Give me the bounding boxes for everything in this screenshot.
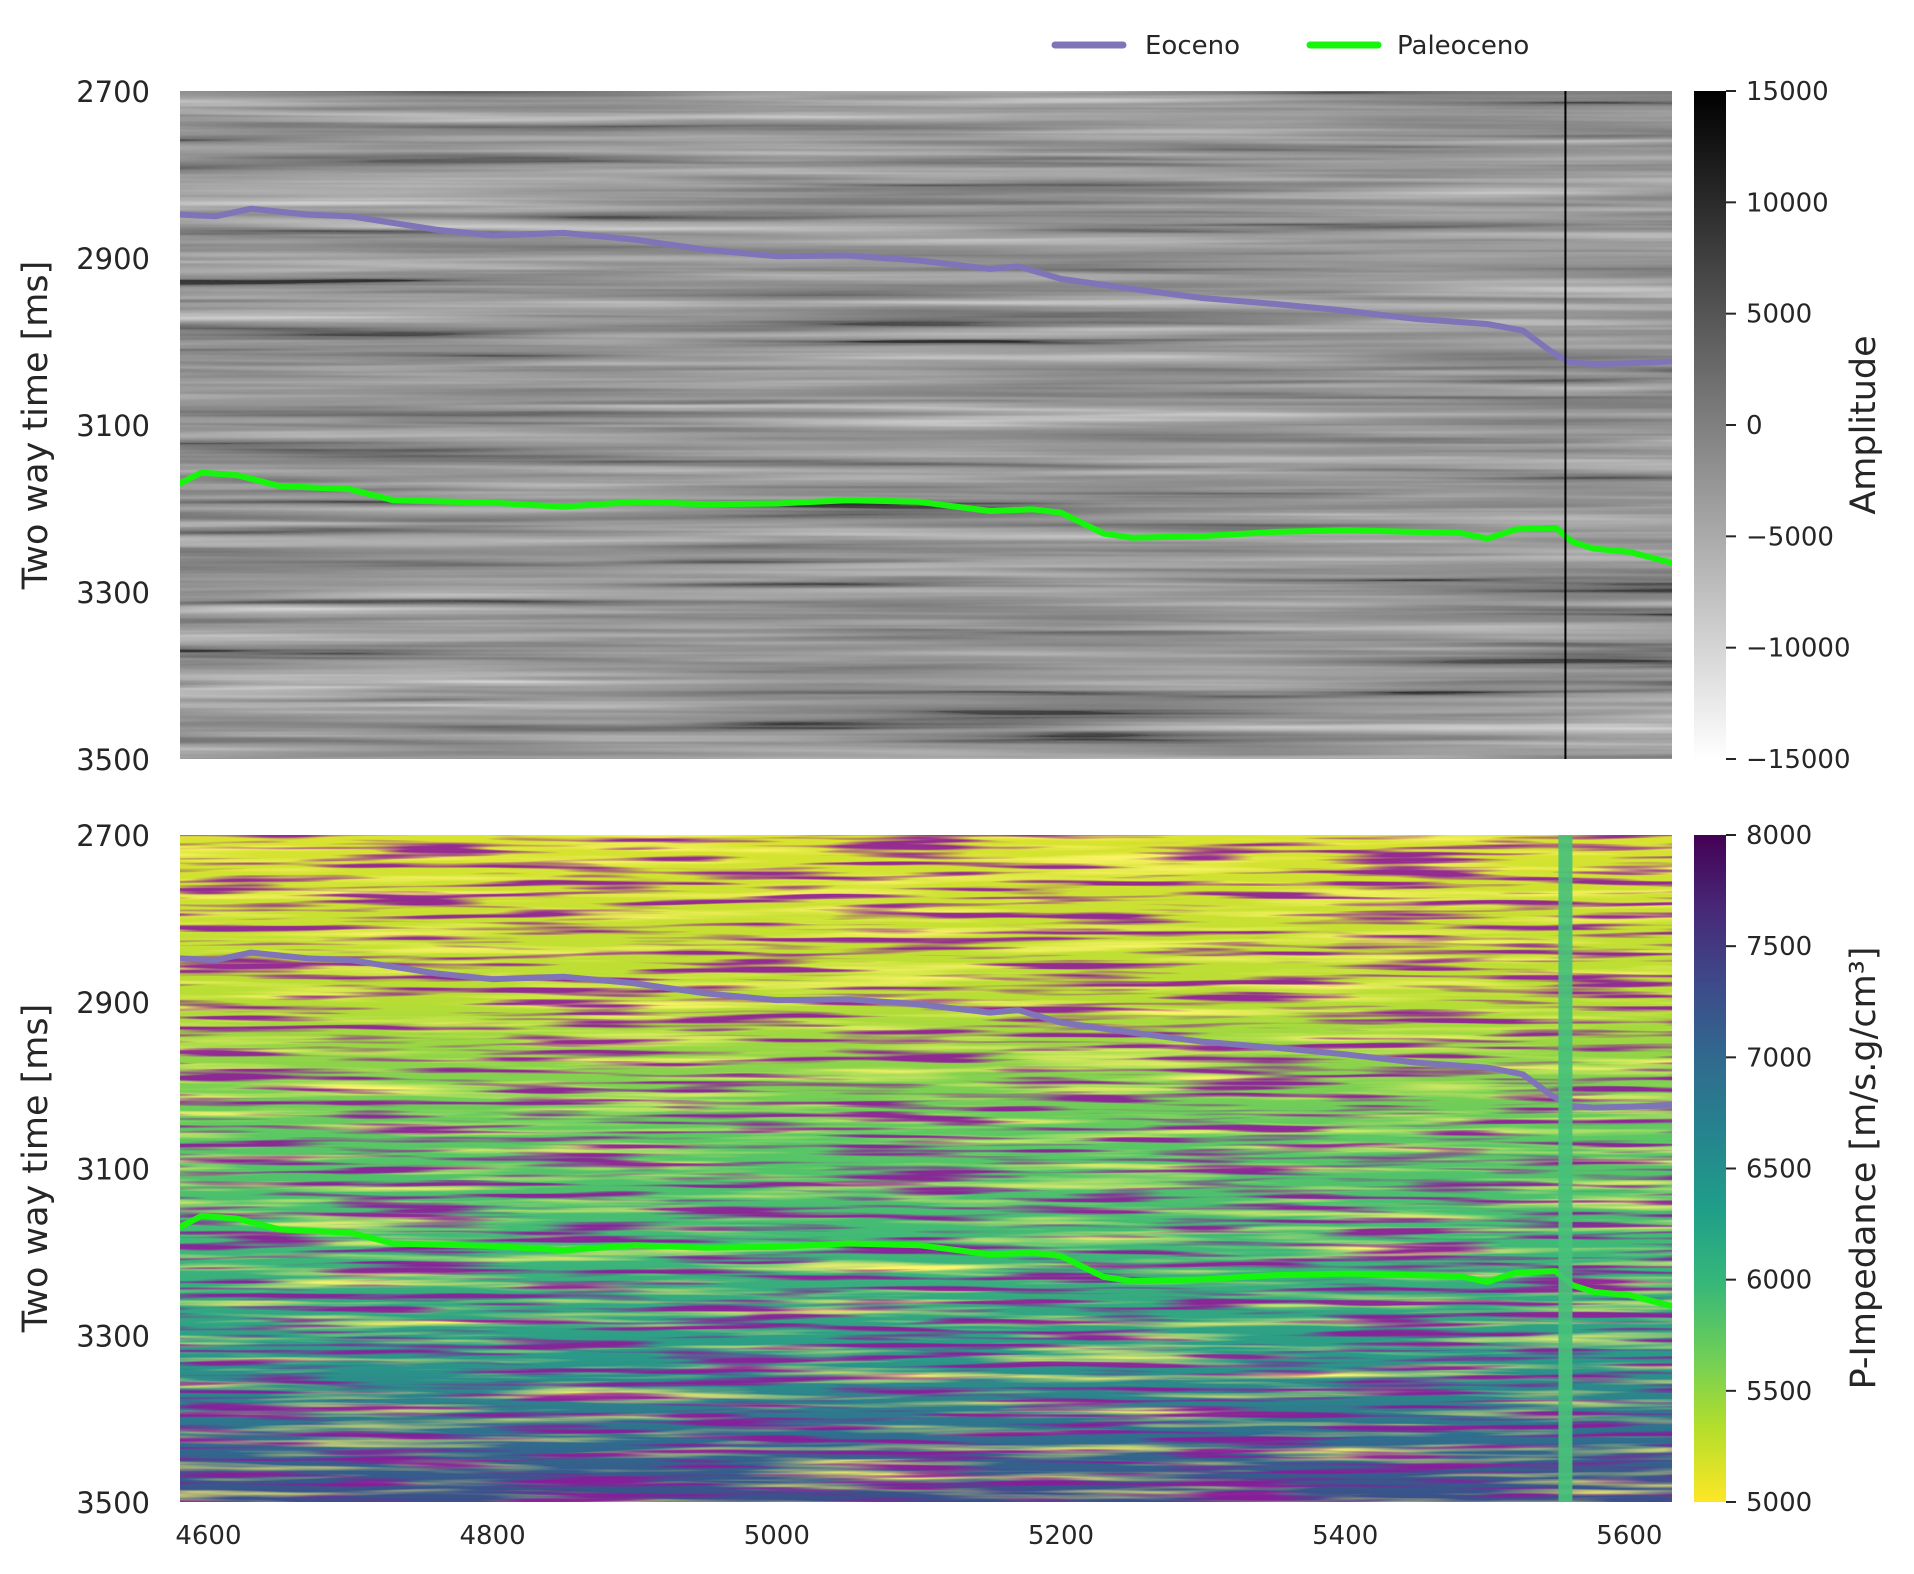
impedance-texture-dark bbox=[180, 835, 1672, 1502]
well-log-strip bbox=[1558, 835, 1573, 1502]
impedance-horizons bbox=[180, 949, 1672, 1310]
amplitude-colorbar-label: Amplitude bbox=[1844, 335, 1884, 514]
legend-label-paleoceno: Paleoceno bbox=[1397, 31, 1529, 61]
horizon-line-paleoceno bbox=[180, 469, 1672, 566]
y-tick-label: 3100 bbox=[76, 1153, 150, 1187]
colorbar-tick-label: 7500 bbox=[1746, 932, 1812, 962]
y-tick-label: 3500 bbox=[76, 743, 150, 777]
horizon-line-eoceno bbox=[180, 949, 1672, 1111]
x-tick-label: 5600 bbox=[1596, 1521, 1662, 1551]
colorbar-tick-label: 6500 bbox=[1746, 1155, 1812, 1185]
y-tick-label: 3100 bbox=[76, 409, 150, 443]
colorbar-tick-label: −5000 bbox=[1746, 522, 1834, 552]
colorbar-tick-label: 5000 bbox=[1746, 300, 1812, 330]
colorbar-tick-label: 0 bbox=[1746, 411, 1763, 441]
colorbar-tick-label: −15000 bbox=[1746, 745, 1851, 775]
seismic-panel: 2700 2900 3100 3300 3500 Two way time [ms] 1… bbox=[16, 75, 1884, 777]
horizon-line-eoceno bbox=[180, 205, 1672, 367]
colorbar-tick-label: 7000 bbox=[1746, 1043, 1812, 1073]
x-axis: 4600 4800 5000 5200 5400 5600 bbox=[175, 1521, 1662, 1551]
y-tick-label: 2700 bbox=[76, 75, 150, 109]
impedance-colorbar-bar bbox=[1694, 835, 1726, 1502]
x-tick-label: 5400 bbox=[1312, 1521, 1378, 1551]
x-tick-label: 4800 bbox=[460, 1521, 526, 1551]
colorbar-tick-label: 15000 bbox=[1746, 77, 1829, 107]
colorbar-tick-label: −10000 bbox=[1746, 634, 1851, 664]
legend-label-eoceno: Eoceno bbox=[1145, 31, 1240, 61]
impedance-colorbar-ticks: 8000 7500 7000 6500 6000 5500 5000 bbox=[1726, 821, 1812, 1518]
impedance-colorbar-label: P-Impedance [m/s.g/cm³] bbox=[1844, 947, 1884, 1390]
legend: Eoceno Paleoceno bbox=[1051, 31, 1529, 61]
colorbar-tick-label: 10000 bbox=[1746, 188, 1829, 218]
y-tick-label: 3500 bbox=[76, 1486, 150, 1520]
seismic-y-axis: 2700 2900 3100 3300 3500 bbox=[76, 75, 150, 777]
colorbar-tick-label: 8000 bbox=[1746, 821, 1812, 851]
well-log-strip-mark bbox=[1558, 835, 1573, 1502]
x-tick-label: 4600 bbox=[175, 1521, 241, 1551]
seismic-texture bbox=[180, 91, 1672, 759]
colorbar-tick-label: 6000 bbox=[1746, 1266, 1812, 1296]
colorbar-tick-label: 5000 bbox=[1746, 1488, 1812, 1518]
seismic-y-axis-label: Two way time [ms] bbox=[16, 261, 56, 591]
colorbar-tick-label: 5500 bbox=[1746, 1377, 1812, 1407]
amplitude-colorbar-bar bbox=[1694, 91, 1726, 759]
y-tick-label: 2900 bbox=[76, 242, 150, 276]
horizon-line-paleoceno bbox=[180, 1213, 1672, 1310]
y-tick-label: 3300 bbox=[76, 576, 150, 610]
impedance-colorbar: 8000 7500 7000 6500 6000 5500 5000 P-Impedance… bbox=[1694, 821, 1884, 1518]
y-tick-label: 3300 bbox=[76, 1319, 150, 1353]
y-tick-label: 2700 bbox=[76, 819, 150, 853]
amplitude-colorbar-ticks: 15000 10000 5000 0 −5000 −10000 −15000 bbox=[1726, 77, 1851, 775]
impedance-y-axis: 2700 2900 3100 3300 3500 bbox=[76, 819, 150, 1520]
amplitude-colorbar: 15000 10000 5000 0 −5000 −10000 −15000 Amplitu… bbox=[1694, 77, 1884, 775]
y-tick-label: 2900 bbox=[76, 986, 150, 1020]
impedance-y-axis-label: Two way time [ms] bbox=[16, 1004, 56, 1334]
impedance-panel: 2700 2900 3100 3300 3500 4600 4800 5000 5200 540… bbox=[16, 819, 1884, 1551]
seismic-horizons bbox=[180, 205, 1672, 566]
x-tick-label: 5000 bbox=[744, 1521, 810, 1551]
x-tick-label: 5200 bbox=[1028, 1521, 1094, 1551]
